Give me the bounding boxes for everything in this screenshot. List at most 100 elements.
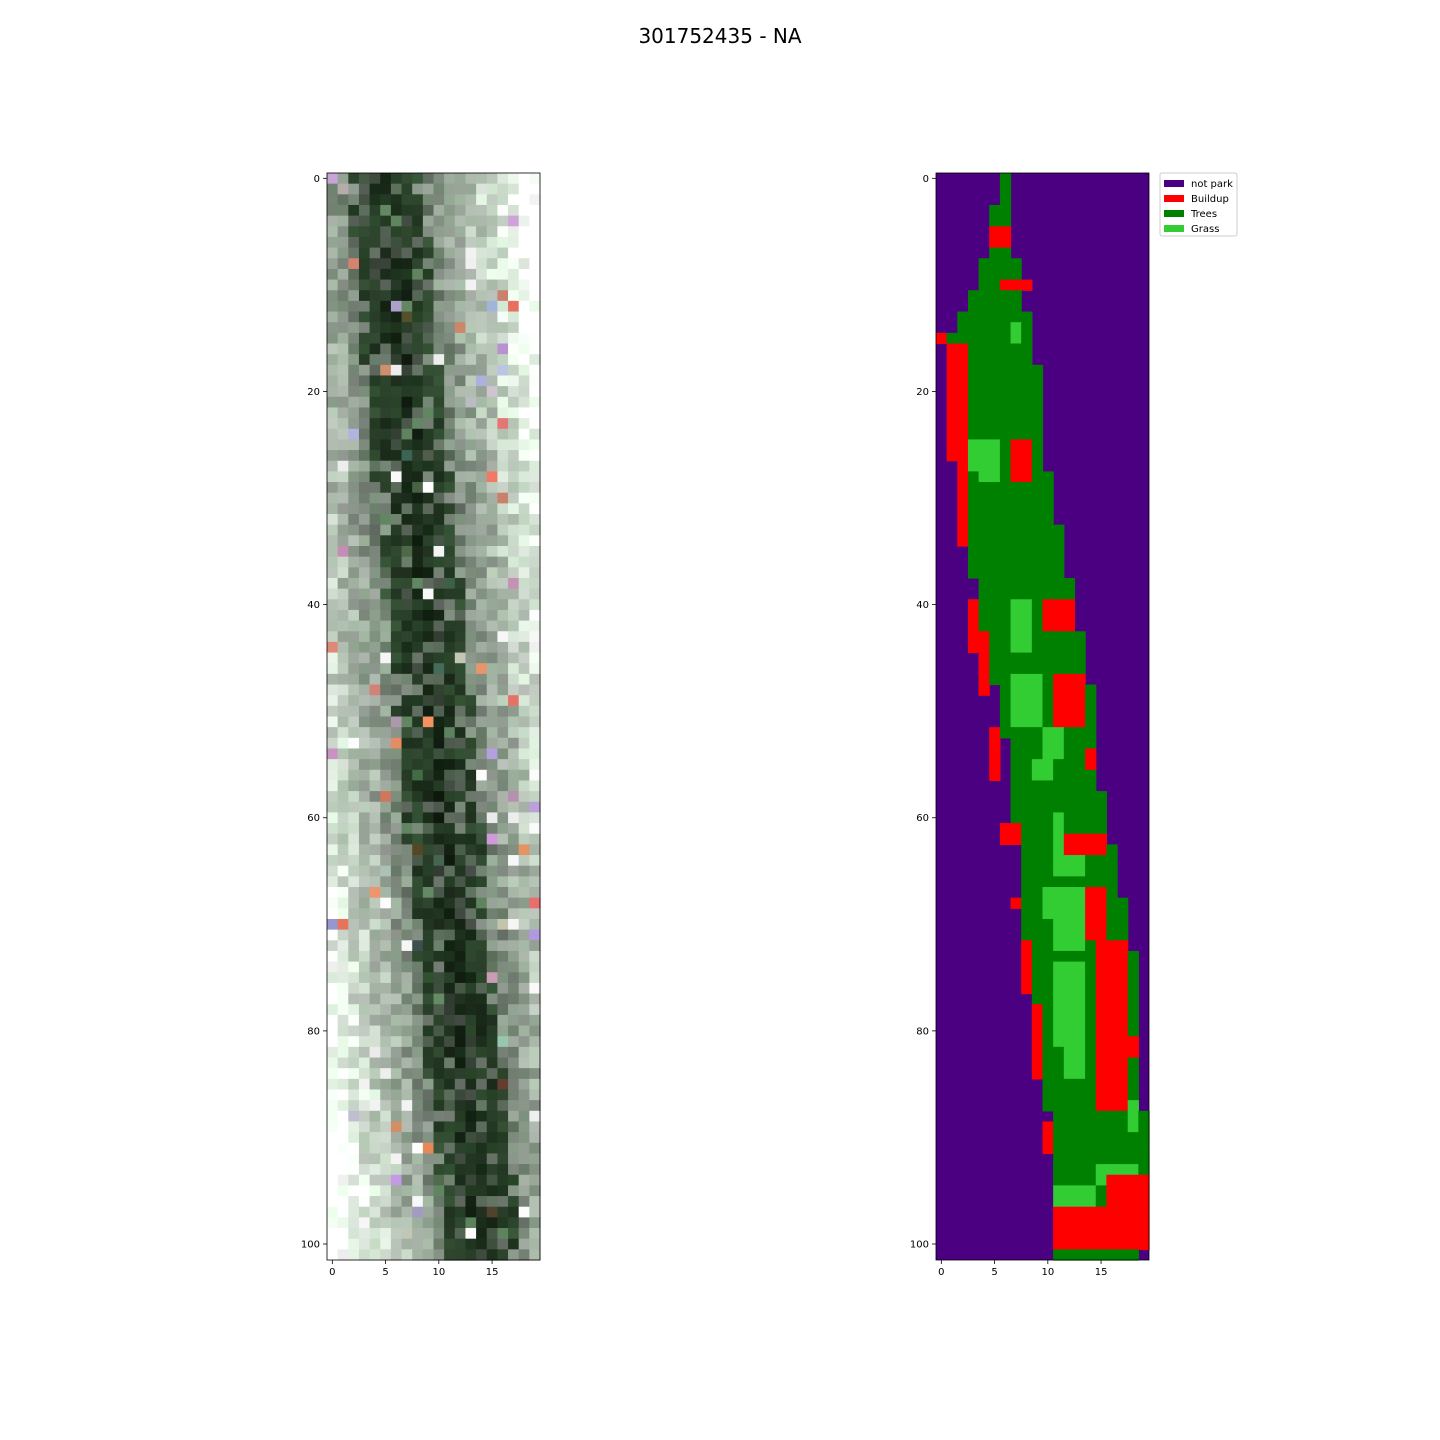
mask-cell-trees bbox=[1031, 982, 1044, 995]
satellite-pixel bbox=[327, 876, 339, 888]
mask-cell-trees bbox=[978, 418, 990, 430]
satellite-pixel bbox=[380, 609, 392, 622]
satellite-pixel bbox=[358, 716, 371, 728]
satellite-pixel bbox=[412, 247, 424, 259]
mask-cell-grass bbox=[1042, 908, 1054, 920]
satellite-pixel bbox=[337, 716, 349, 728]
satellite-pixel bbox=[529, 982, 541, 995]
satellite-pixel bbox=[348, 1238, 360, 1250]
satellite-pixel bbox=[476, 812, 488, 824]
satellite-pixel bbox=[529, 631, 541, 643]
satellite-pixel bbox=[380, 1078, 392, 1091]
satellite-pixel bbox=[497, 748, 509, 760]
satellite-pixel bbox=[337, 268, 349, 281]
satellite-pixel bbox=[476, 887, 488, 899]
satellite-pixel bbox=[486, 950, 498, 963]
mask-cell-buildup bbox=[1095, 1014, 1107, 1027]
satellite-pixel bbox=[508, 897, 520, 909]
satellite-pixel bbox=[465, 961, 477, 973]
satellite-pixel bbox=[348, 311, 360, 323]
satellite-pixel bbox=[369, 290, 381, 302]
mask-cell-buildup bbox=[1085, 1206, 1097, 1218]
mask-cell-trees bbox=[1074, 727, 1086, 739]
satellite-pixel bbox=[380, 663, 392, 675]
mask-cell-grass bbox=[1053, 1196, 1065, 1208]
mask-cell-trees bbox=[1042, 1068, 1054, 1080]
satellite-pixel bbox=[444, 1068, 456, 1080]
satellite-pixel bbox=[433, 705, 445, 718]
satellite-pixel bbox=[380, 748, 392, 760]
mask-cell-trees bbox=[1031, 876, 1044, 888]
satellite-pixel bbox=[433, 641, 445, 654]
mask-cell-buildup bbox=[1127, 1206, 1139, 1218]
satellite-pixel bbox=[422, 865, 435, 877]
satellite-pixel bbox=[508, 514, 520, 526]
satellite-pixel bbox=[401, 599, 413, 611]
mask-cell-grass bbox=[1063, 855, 1076, 867]
satellite-pixel bbox=[529, 1153, 541, 1165]
satellite-pixel bbox=[518, 450, 530, 462]
mask-cell-trees bbox=[1031, 620, 1044, 632]
mask-cell-trees bbox=[1021, 375, 1033, 387]
satellite-pixel bbox=[401, 290, 413, 302]
mask-cell-grass bbox=[1031, 716, 1044, 728]
satellite-pixel bbox=[454, 993, 467, 1005]
satellite-pixel bbox=[497, 737, 509, 750]
satellite-pixel bbox=[337, 354, 349, 366]
mask-cell-buildup bbox=[1053, 1217, 1065, 1229]
satellite-pixel bbox=[454, 460, 467, 472]
mask-cell-buildup bbox=[1053, 684, 1065, 696]
mask-cell-trees bbox=[1095, 865, 1107, 877]
satellite-pixel bbox=[454, 471, 467, 483]
satellite-pixel bbox=[380, 737, 392, 750]
mask-cell-grass bbox=[1042, 769, 1054, 782]
satellite-pixel bbox=[327, 439, 339, 451]
satellite-pixel bbox=[422, 215, 435, 227]
mask-cell-trees bbox=[1031, 428, 1044, 441]
satellite-pixel bbox=[348, 1025, 360, 1037]
satellite-pixel bbox=[422, 950, 435, 963]
mask-cell-trees bbox=[1053, 801, 1065, 814]
mask-cell-buildup bbox=[1138, 1206, 1150, 1218]
satellite-pixel bbox=[390, 1089, 403, 1101]
mask-cell-trees bbox=[1117, 929, 1129, 941]
mask-cell-trees bbox=[1031, 663, 1044, 675]
mask-cell-buildup bbox=[1031, 1057, 1044, 1069]
satellite-pixel bbox=[497, 450, 509, 462]
mask-cell-buildup bbox=[1042, 620, 1054, 632]
satellite-pixel bbox=[518, 300, 530, 313]
satellite-pixel bbox=[486, 1068, 498, 1080]
satellite-pixel bbox=[422, 609, 435, 622]
satellite-pixel bbox=[337, 492, 349, 504]
mask-cell-trees bbox=[999, 556, 1012, 568]
satellite-pixel bbox=[486, 876, 498, 888]
mask-cell-trees bbox=[1010, 364, 1022, 377]
satellite-pixel bbox=[518, 876, 530, 888]
satellite-pixel bbox=[401, 577, 413, 590]
mask-cell-trees bbox=[1095, 812, 1107, 824]
satellite-pixel bbox=[390, 716, 403, 728]
mask-cell-trees bbox=[1053, 791, 1065, 803]
legend-label: Grass bbox=[1191, 224, 1219, 235]
satellite-pixel bbox=[529, 1196, 541, 1208]
mask-cell-buildup bbox=[1085, 929, 1097, 941]
satellite-pixel bbox=[390, 982, 403, 995]
satellite-pixel bbox=[337, 173, 349, 185]
mask-cell-trees bbox=[978, 567, 990, 579]
mask-cell-buildup bbox=[946, 407, 958, 419]
satellite-pixel bbox=[380, 524, 392, 536]
satellite-pixel bbox=[348, 1036, 360, 1048]
satellite-pixel bbox=[380, 514, 392, 526]
satellite-pixel bbox=[401, 1164, 413, 1176]
mask-cell-trees bbox=[989, 204, 1001, 217]
satellite-pixel bbox=[476, 684, 488, 696]
mask-cell-trees bbox=[1085, 737, 1097, 750]
satellite-pixel bbox=[337, 545, 349, 558]
mask-cell-trees bbox=[1095, 1121, 1107, 1133]
satellite-pixel bbox=[358, 1185, 371, 1197]
satellite-pixel bbox=[348, 950, 360, 963]
mask-cell-buildup bbox=[967, 609, 980, 622]
x-tick-label: 10 bbox=[1041, 1267, 1054, 1278]
satellite-pixel bbox=[327, 950, 339, 963]
satellite-pixel bbox=[508, 588, 520, 600]
